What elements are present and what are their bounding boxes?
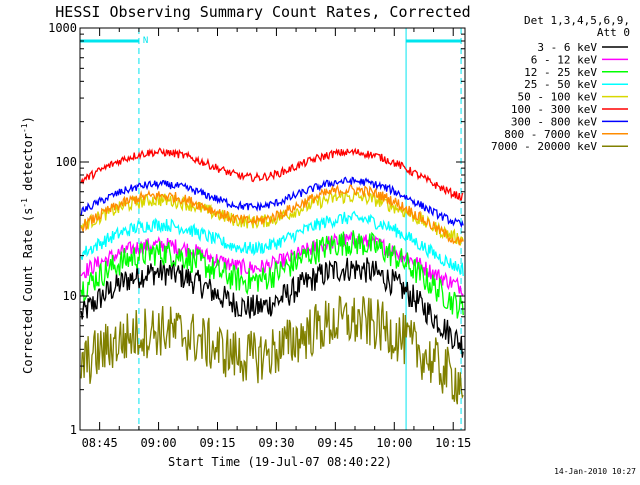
series-line-7 (80, 184, 464, 246)
series-line-1 (80, 231, 464, 297)
legend-label: 7000 - 20000 keV (491, 140, 597, 153)
legend-label: 800 - 7000 keV (504, 128, 597, 141)
x-tick-label: 08:45 (82, 436, 118, 450)
series-line-8 (80, 295, 464, 405)
y-tick-label: 100 (55, 155, 77, 169)
x-tick-label: 09:00 (141, 436, 177, 450)
axes: 1 10 100 1000 08:45 09:00 09:15 09:30 09:45 10:00… (48, 21, 471, 450)
legend-label: 50 - 100 keV (518, 91, 598, 104)
y-axis-label: Corrected Count Rate (s-1 detector-1) (20, 116, 35, 374)
legend-label: 25 - 50 keV (524, 78, 597, 91)
x-tick-label: 09:30 (258, 436, 294, 450)
series-line-6 (80, 176, 464, 229)
plot-area: N (80, 28, 464, 430)
x-tick-label: 10:15 (435, 436, 471, 450)
y-tick-label: 10 (63, 289, 77, 303)
legend-label: 100 - 300 keV (511, 103, 597, 116)
x-tick-label: 09:15 (199, 436, 235, 450)
series-line-3 (80, 210, 464, 277)
legend-label: 3 - 6 keV (537, 41, 597, 54)
series-line-2 (80, 230, 464, 319)
legend-label: 300 - 800 keV (511, 115, 597, 128)
x-axis-label: Start Time (19-Jul-07 08:40:22) (168, 455, 392, 469)
series-line-5 (80, 147, 464, 201)
legend-label: 12 - 25 keV (524, 66, 597, 79)
y-tick-label: 1000 (48, 21, 77, 35)
saa-marker-label: N (143, 36, 148, 46)
y-tick-label: 1 (70, 423, 77, 437)
series-line-0 (80, 257, 464, 358)
legend-header-line-1: Det 1,3,4,5,6,9, (524, 14, 630, 27)
plot-frame (79, 27, 466, 431)
legend-header-line-2: Att 0 (597, 26, 630, 39)
timestamp: 14-Jan-2010 10:27 (554, 467, 636, 476)
legend-label: 6 - 12 keV (531, 53, 598, 66)
x-tick-label: 10:00 (376, 436, 412, 450)
x-tick-label: 09:45 (317, 436, 353, 450)
chart-title: HESSI Observing Summary Count Rates, Cor… (55, 3, 470, 21)
